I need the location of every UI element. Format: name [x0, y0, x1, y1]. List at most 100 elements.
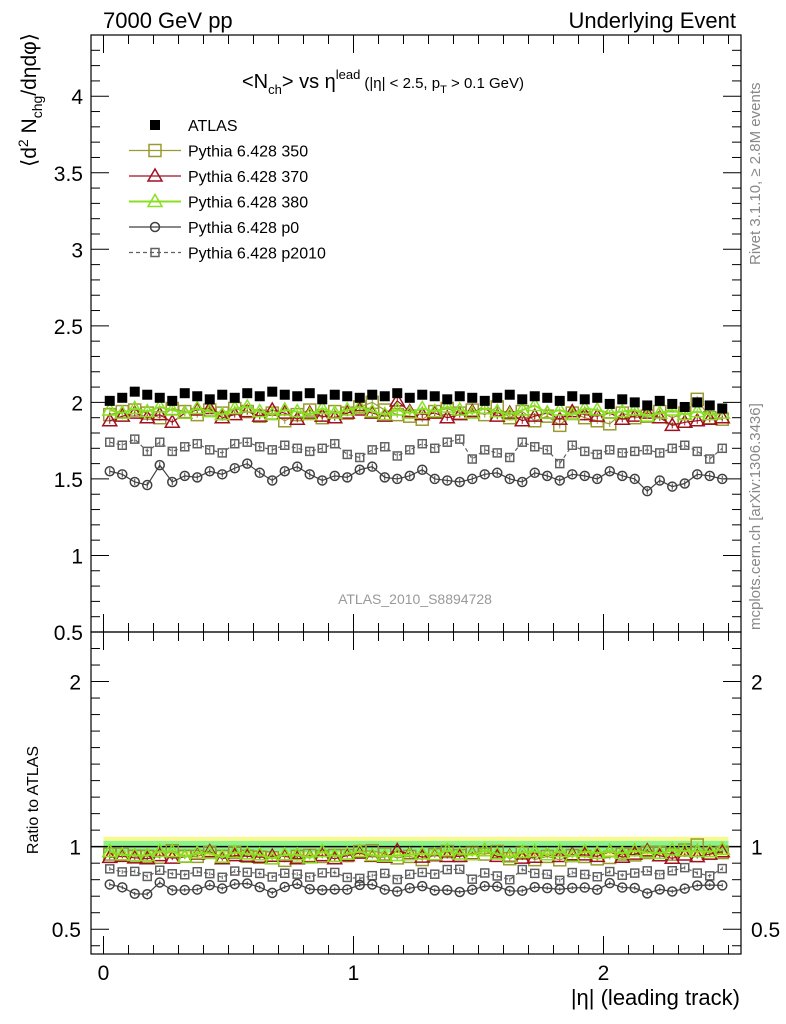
data-point-main — [692, 446, 702, 457]
data-point-main — [330, 438, 340, 449]
main-y-tick-label: 0.5 — [54, 622, 83, 645]
data-point-ratio — [442, 884, 453, 896]
data-point-main — [601, 404, 619, 419]
data-point-main — [663, 401, 681, 416]
data-point-ratio — [551, 848, 569, 863]
data-point-ratio — [338, 845, 356, 860]
data-point-main — [517, 437, 527, 447]
mcplots-label: mcplots.cern.ch [arXiv:1306.3436] — [747, 403, 764, 630]
data-point-ratio — [180, 869, 190, 880]
data-point-ratio — [451, 847, 469, 863]
data-point-main — [138, 403, 156, 418]
axes: 0.5 1 1.5 2 2.5 3 3.5 4 0.5 0.5 1 1 2 2 0 1 2 — [52, 35, 780, 985]
data-point-ratio — [267, 872, 277, 882]
data-point-ratio — [163, 843, 181, 858]
data-point-ratio — [205, 868, 215, 879]
data-point-ratio — [142, 871, 152, 882]
data-point-main — [351, 398, 369, 413]
data-point-ratio — [505, 874, 515, 885]
data-point-ratio — [576, 843, 594, 858]
data-point-ratio — [213, 848, 231, 863]
legend-label: Pythia 6.428 380 — [188, 195, 308, 212]
data-point-main — [217, 469, 228, 480]
data-point-main — [676, 413, 694, 429]
data-point-main — [192, 391, 203, 402]
data-point-main — [538, 404, 556, 419]
data-point-ratio — [704, 879, 715, 891]
data-point-main — [701, 410, 719, 425]
data-point-main — [492, 448, 502, 458]
data-point-main — [379, 391, 390, 402]
legend-label: Pythia 6.428 370 — [188, 169, 308, 186]
data-point-main — [367, 445, 377, 455]
data-point-ratio — [638, 842, 656, 857]
data-point-ratio — [167, 884, 178, 896]
data-point-main — [367, 389, 378, 400]
data-point-main — [213, 409, 231, 424]
data-point-ratio — [201, 844, 219, 859]
data-point-main — [142, 446, 152, 457]
data-point-ratio — [154, 877, 165, 888]
data-point-main — [604, 466, 615, 477]
data-point-ratio — [629, 882, 640, 894]
data-point-ratio — [404, 882, 415, 894]
data-point-main — [438, 409, 456, 424]
data-point-ratio — [601, 843, 619, 858]
data-point-main — [679, 401, 690, 412]
data-point-ratio — [642, 866, 652, 876]
data-point-ratio — [692, 868, 702, 878]
data-point-main — [480, 445, 490, 455]
data-point-ratio — [113, 846, 131, 861]
data-point-ratio — [255, 868, 265, 879]
data-point-main — [688, 412, 706, 427]
data-point-ratio — [392, 874, 402, 885]
data-point-main — [201, 403, 219, 418]
data-point-main — [676, 406, 694, 421]
data-point-main — [617, 470, 628, 482]
data-point-ratio — [267, 887, 278, 899]
data-point-main — [326, 404, 344, 419]
data-point-main — [388, 392, 406, 407]
data-point-main — [529, 467, 540, 479]
data-point-main — [167, 446, 177, 457]
data-point-ratio — [238, 847, 256, 863]
data-point-ratio — [217, 872, 227, 883]
data-point-main — [179, 388, 190, 399]
data-point-ratio — [592, 872, 602, 882]
legend-entry: ATLAS — [150, 118, 238, 135]
data-point-main — [442, 475, 453, 486]
data-point-main — [417, 389, 428, 400]
data-point-ratio — [526, 843, 544, 858]
data-point-main — [204, 394, 215, 405]
legend-label: Pythia 6.428 p2010 — [188, 246, 326, 263]
x-tick-label: 0 — [98, 962, 110, 985]
data-point-main — [129, 476, 140, 488]
data-point-ratio — [138, 847, 156, 862]
data-point-ratio — [413, 848, 431, 863]
data-point-ratio — [313, 847, 331, 862]
data-point-ratio — [117, 867, 127, 877]
data-point-main — [267, 386, 278, 397]
data-point-main — [429, 391, 440, 402]
data-point-main — [376, 407, 394, 422]
data-point-ratio — [626, 842, 644, 857]
legend-marker — [149, 221, 161, 233]
data-point-ratio — [326, 847, 344, 863]
data-point-ratio — [405, 869, 415, 880]
data-point-ratio — [251, 846, 269, 861]
data-point-main — [126, 404, 144, 419]
ratio-y-tick-label: 2 — [69, 672, 81, 695]
data-point-main — [704, 400, 715, 411]
data-point-main — [451, 406, 469, 421]
legend-entry: Pythia 6.428 p2010 — [129, 246, 326, 263]
data-point-main — [504, 473, 515, 485]
data-point-ratio — [417, 867, 427, 878]
ratio-y-tick-label-right: 1 — [751, 837, 763, 860]
legend-marker — [146, 193, 164, 208]
data-point-ratio — [580, 869, 590, 880]
data-point-ratio — [479, 880, 490, 892]
data-point-ratio — [638, 844, 656, 859]
data-point-ratio — [201, 843, 219, 858]
data-point-main — [526, 407, 544, 422]
data-point-ratio — [242, 867, 252, 878]
